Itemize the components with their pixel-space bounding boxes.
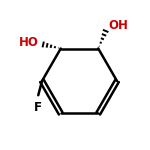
Text: F: F (33, 101, 42, 114)
Text: HO: HO (18, 36, 38, 49)
Text: OH: OH (108, 19, 128, 32)
